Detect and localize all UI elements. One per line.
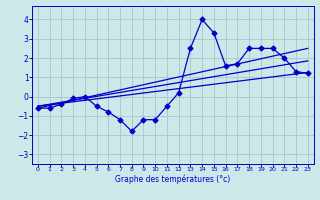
X-axis label: Graphe des températures (°c): Graphe des températures (°c) <box>115 175 230 184</box>
